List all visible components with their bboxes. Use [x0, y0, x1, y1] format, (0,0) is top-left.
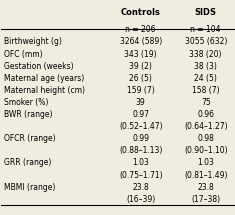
Text: Birthweight (g): Birthweight (g): [4, 37, 62, 46]
Text: Controls: Controls: [121, 8, 161, 17]
Text: 1.03: 1.03: [197, 158, 214, 167]
Text: 75: 75: [201, 98, 211, 107]
Text: 158 (7): 158 (7): [192, 86, 219, 95]
Text: (0.52–1.47): (0.52–1.47): [119, 122, 163, 131]
Text: 343 (19): 343 (19): [124, 50, 157, 58]
Text: 159 (7): 159 (7): [127, 86, 155, 95]
Text: n = 104: n = 104: [191, 25, 221, 34]
Text: Gestation (weeks): Gestation (weeks): [4, 62, 73, 71]
Text: OFC (mm): OFC (mm): [4, 50, 42, 58]
Text: (0.88–1.13): (0.88–1.13): [119, 146, 162, 155]
Text: 338 (20): 338 (20): [189, 50, 222, 58]
Text: 0.97: 0.97: [132, 110, 149, 119]
Text: Maternal height (cm): Maternal height (cm): [4, 86, 85, 95]
Text: 39: 39: [136, 98, 146, 107]
Text: 39 (2): 39 (2): [129, 62, 152, 71]
Text: MBMI (range): MBMI (range): [4, 183, 55, 192]
Text: (0.90–1.10): (0.90–1.10): [184, 146, 227, 155]
Text: 38 (3): 38 (3): [194, 62, 217, 71]
Text: (0.75–1.71): (0.75–1.71): [119, 170, 163, 180]
Text: 1.03: 1.03: [132, 158, 149, 167]
Text: 3264 (589): 3264 (589): [120, 37, 162, 46]
Text: Smoker (%): Smoker (%): [4, 98, 48, 107]
Text: GRR (range): GRR (range): [4, 158, 51, 167]
Text: Maternal age (years): Maternal age (years): [4, 74, 84, 83]
Text: (17–38): (17–38): [191, 195, 220, 204]
Text: (16–39): (16–39): [126, 195, 155, 204]
Text: (0.81–1.49): (0.81–1.49): [184, 170, 227, 180]
Text: n = 206: n = 206: [125, 25, 156, 34]
Text: 3055 (632): 3055 (632): [184, 37, 227, 46]
Text: 0.96: 0.96: [197, 110, 214, 119]
Text: 24 (5): 24 (5): [194, 74, 217, 83]
Text: SIDS: SIDS: [195, 8, 217, 17]
Text: BWR (range): BWR (range): [4, 110, 52, 119]
Text: 23.8: 23.8: [197, 183, 214, 192]
Text: 0.99: 0.99: [132, 134, 149, 143]
Text: 0.98: 0.98: [197, 134, 214, 143]
Text: (0.64–1.27): (0.64–1.27): [184, 122, 227, 131]
Text: 26 (5): 26 (5): [129, 74, 152, 83]
Text: 23.8: 23.8: [132, 183, 149, 192]
Text: OFCR (range): OFCR (range): [4, 134, 55, 143]
